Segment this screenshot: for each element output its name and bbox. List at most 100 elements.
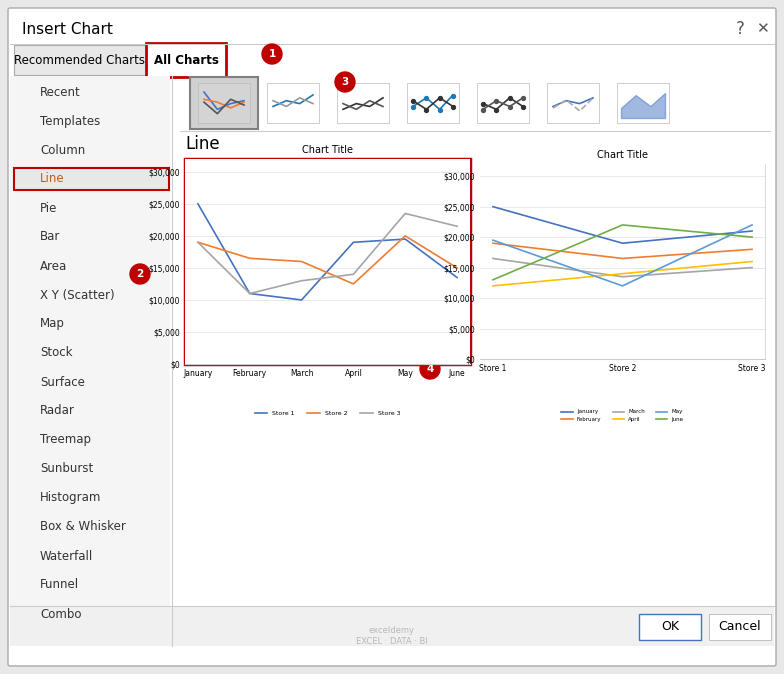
- Bar: [10, 76, 170, 646]
- Line: March: March: [493, 258, 752, 277]
- February: [747, 245, 757, 253]
- Point: [434, 93, 446, 104]
- Text: Column: Column: [40, 144, 85, 156]
- Store 2: [193, 238, 202, 246]
- April: [618, 270, 627, 278]
- Text: 2: 2: [136, 269, 143, 279]
- Circle shape: [420, 359, 440, 379]
- Bar: [477, 83, 529, 123]
- Store 3: [245, 290, 255, 298]
- Store 2: [297, 257, 307, 266]
- Text: ?: ?: [735, 20, 745, 38]
- Bar: [407, 83, 459, 123]
- May: [747, 221, 757, 229]
- Text: X Y (Scatter): X Y (Scatter): [40, 288, 114, 301]
- Text: 4: 4: [426, 364, 434, 374]
- Point: [447, 90, 459, 101]
- March: [488, 254, 498, 262]
- Circle shape: [335, 72, 355, 92]
- April: [488, 282, 498, 290]
- Text: Histogram: Histogram: [40, 491, 101, 505]
- Point: [517, 101, 529, 112]
- Text: 3: 3: [341, 77, 349, 87]
- Text: Combo: Combo: [40, 607, 82, 621]
- Text: Bar: Bar: [40, 231, 60, 243]
- Text: Map: Map: [40, 317, 65, 330]
- Text: Templates: Templates: [40, 115, 100, 127]
- Circle shape: [130, 264, 150, 284]
- Bar: [14, 168, 169, 190]
- Title: Chart Title: Chart Title: [302, 146, 353, 156]
- Line: April: April: [493, 262, 752, 286]
- FancyBboxPatch shape: [709, 614, 771, 640]
- Point: [503, 101, 516, 112]
- Bar: [337, 83, 389, 123]
- Text: Cancel: Cancel: [719, 621, 761, 634]
- FancyBboxPatch shape: [8, 8, 776, 666]
- Store 3: [193, 238, 202, 246]
- Text: exceldemy
EXCEL · DATA · BI: exceldemy EXCEL · DATA · BI: [356, 626, 428, 646]
- Store 1: [297, 296, 307, 304]
- Point: [407, 101, 419, 112]
- Text: OK: OK: [661, 621, 679, 634]
- May: [488, 236, 498, 244]
- Line: February: February: [493, 243, 752, 258]
- Point: [420, 93, 433, 104]
- Bar: [10, 606, 774, 646]
- Line: Store 1: Store 1: [198, 204, 457, 300]
- Bar: [198, 83, 250, 123]
- June: [618, 221, 627, 229]
- Text: Waterfall: Waterfall: [40, 549, 93, 563]
- January: [747, 227, 757, 235]
- FancyBboxPatch shape: [639, 614, 701, 640]
- Store 2: [245, 254, 255, 262]
- Store 1: [452, 274, 462, 282]
- Bar: [190, 77, 258, 129]
- Title: Chart Title: Chart Title: [597, 150, 648, 160]
- Line: May: May: [493, 225, 752, 286]
- Text: Line: Line: [185, 135, 220, 153]
- FancyBboxPatch shape: [14, 45, 146, 75]
- May: [618, 282, 627, 290]
- Text: Treemap: Treemap: [40, 433, 91, 446]
- April: [747, 257, 757, 266]
- Point: [407, 96, 419, 106]
- June: [488, 276, 498, 284]
- January: [618, 239, 627, 247]
- Circle shape: [262, 44, 282, 64]
- Text: Sunburst: Sunburst: [40, 462, 93, 475]
- Line: January: January: [493, 207, 752, 243]
- Point: [490, 104, 503, 115]
- February: [488, 239, 498, 247]
- March: [747, 264, 757, 272]
- Text: Recent: Recent: [40, 86, 81, 98]
- Store 1: [245, 290, 255, 298]
- Point: [420, 104, 433, 115]
- January: [488, 203, 498, 211]
- Line: Store 2: Store 2: [198, 236, 457, 284]
- Text: Radar: Radar: [40, 404, 75, 417]
- Line: Store 3: Store 3: [198, 214, 457, 294]
- Store 2: [452, 264, 462, 272]
- Legend: Store 1, Store 2, Store 3: Store 1, Store 2, Store 3: [252, 408, 403, 419]
- Text: 1: 1: [268, 49, 276, 59]
- Point: [447, 101, 459, 112]
- Text: Box & Whisker: Box & Whisker: [40, 520, 126, 534]
- Store 3: [297, 276, 307, 284]
- Point: [490, 96, 503, 106]
- Point: [477, 104, 489, 115]
- Store 1: [349, 238, 358, 246]
- Bar: [267, 83, 319, 123]
- Text: Insert Chart: Insert Chart: [22, 22, 113, 36]
- Store 1: [193, 200, 202, 208]
- Store 3: [401, 210, 410, 218]
- Text: All Charts: All Charts: [154, 53, 219, 67]
- Text: Stock: Stock: [40, 346, 72, 359]
- Text: Pie: Pie: [40, 202, 57, 214]
- Store 3: [349, 270, 358, 278]
- Text: Line: Line: [40, 173, 64, 185]
- Text: Area: Area: [40, 259, 67, 272]
- Point: [503, 93, 516, 104]
- Bar: [547, 83, 599, 123]
- Bar: [185, 159, 470, 364]
